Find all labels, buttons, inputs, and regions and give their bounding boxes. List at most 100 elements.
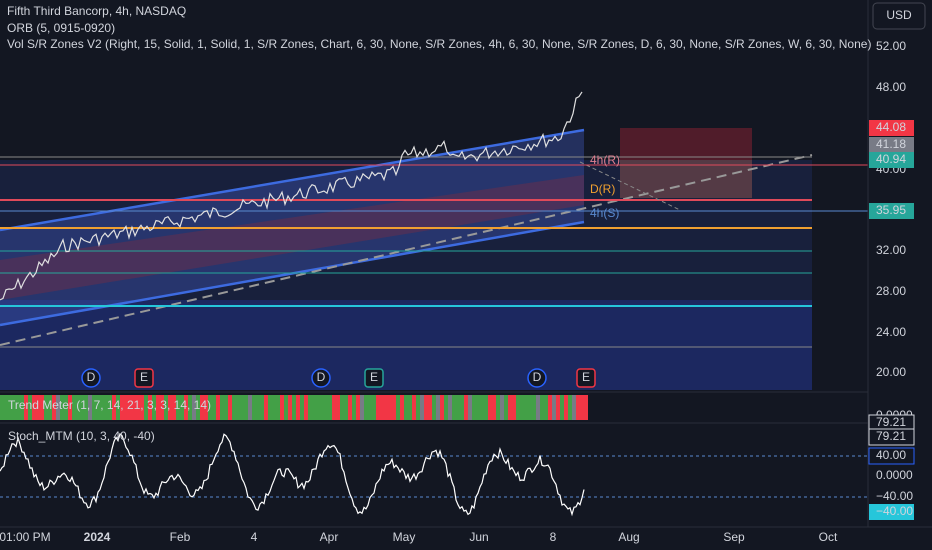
- zone-label: D(R): [590, 182, 615, 196]
- trend-meter-bar: [388, 395, 392, 420]
- trend-meter-bar: [128, 395, 132, 420]
- event-letter: E: [370, 370, 378, 384]
- price-line: [0, 91, 583, 301]
- trend-meter-bar: [348, 395, 352, 420]
- price-badge-text: 44.08: [876, 120, 906, 134]
- trend-meter-bar: [332, 395, 336, 420]
- trend-meter-bar: [88, 395, 92, 420]
- price-badge-text: 41.18: [876, 137, 906, 151]
- trend-meter-bar: [492, 395, 496, 420]
- trend-meter-bar: [280, 395, 284, 420]
- stoch-axis-label: −40.00: [876, 489, 913, 503]
- price-label: 48.00: [876, 80, 906, 94]
- trend-meter-bar: [412, 395, 416, 420]
- trend-meter-bar: [428, 395, 432, 420]
- price-badge: [869, 137, 914, 153]
- trend-meter-bar: [248, 395, 252, 420]
- trend-meter-bar: [400, 395, 404, 420]
- axis-badge: [868, 447, 915, 465]
- trend-meter-bar: [132, 395, 136, 420]
- trend-meter-bar: [380, 395, 384, 420]
- trend-meter-bar: [36, 395, 40, 420]
- time-label: Oct: [819, 530, 838, 544]
- time-label: Apr: [320, 530, 339, 544]
- stoch-axis-label: 79.21: [876, 429, 906, 443]
- price-badge: [869, 203, 914, 219]
- trend-meter-bar: [200, 395, 204, 420]
- trend-meter-bar: [336, 395, 340, 420]
- trend-meter-bar: [120, 395, 124, 420]
- trend-meter-bar: [296, 395, 300, 420]
- currency-button[interactable]: [872, 2, 926, 30]
- time-label: 8: [550, 530, 557, 544]
- time-label: 2024: [84, 530, 111, 544]
- trend-meter-bar: [448, 395, 452, 420]
- time-label: Sep: [723, 530, 745, 544]
- chart-area: [0, 0, 932, 528]
- trend-meter-bar: [40, 395, 44, 420]
- indicator: Vol S/R Zones V2 (Right, 15, Solid, 1, S…: [7, 37, 871, 51]
- trend-meter-bar: [548, 395, 552, 420]
- trend-meter-bar: [264, 395, 268, 420]
- trend-meter-bar: [360, 395, 364, 420]
- trend-meter-bar: [440, 395, 444, 420]
- trend-dashed: [0, 154, 813, 346]
- trend-meter-bar: [424, 395, 428, 420]
- trend-meter-bar: [536, 395, 540, 420]
- trend-meter-bar: [204, 395, 208, 420]
- event-letter: D: [87, 370, 96, 384]
- time-label: May: [393, 530, 416, 544]
- price-label: 24.00: [876, 325, 906, 339]
- trend-meter-bar: [488, 395, 492, 420]
- trend-meter-bar: [508, 395, 512, 420]
- pane-label: Trend Meter (1, 7, 14, 21, 3, 3, 14, 14): [8, 398, 211, 412]
- time-label: 4: [251, 530, 258, 544]
- stoch-axis-label: 40.00: [876, 448, 906, 462]
- trend-meter-bar: [148, 395, 152, 420]
- event-marker: [311, 368, 331, 388]
- event-letter: D: [317, 370, 326, 384]
- zone: [0, 300, 812, 390]
- price-badge: [869, 120, 914, 136]
- event-marker: [364, 368, 384, 388]
- trend-meter-bar: [356, 395, 360, 420]
- trend-meter-bar: [436, 395, 440, 420]
- stoch-line: [0, 432, 585, 517]
- price-label: 52.00: [876, 39, 906, 53]
- time-label: 01:00 PM: [0, 530, 51, 544]
- trend-meter-bar: [468, 395, 472, 420]
- event-marker: [81, 368, 101, 388]
- trend-meter: [24, 395, 588, 420]
- trend-meter-bar: [580, 395, 584, 420]
- zone-label: 4h(S): [590, 206, 619, 220]
- axis-badge: [868, 428, 915, 446]
- trend-meter-bar: [288, 395, 292, 420]
- trend-meter-bar: [464, 395, 468, 420]
- trend-meter-bar: [512, 395, 516, 420]
- event-letter: D: [533, 370, 542, 384]
- trend-meter-bar: [304, 395, 308, 420]
- trend-meter-bar: [172, 395, 176, 420]
- trend-meter-bar: [376, 395, 380, 420]
- currency[interactable]: USD: [886, 8, 912, 22]
- trend-meter-bar: [392, 395, 396, 420]
- time-label: Aug: [618, 530, 639, 544]
- event-marker: [576, 368, 596, 388]
- axis-badge: [869, 504, 914, 520]
- trend-meter-bar: [140, 395, 144, 420]
- stoch-axis-label: 79.21: [876, 415, 906, 429]
- price-badge-text: 35.95: [876, 203, 906, 217]
- trend-meter-bar: [24, 395, 28, 420]
- trend-meter-bar: [584, 395, 588, 420]
- trend-meter-bar: [384, 395, 388, 420]
- zone-label: 4h(R): [590, 153, 620, 167]
- price-badge: [869, 152, 914, 168]
- trend-meter-bar: [52, 395, 56, 420]
- trend-meter-bar: [556, 395, 560, 420]
- trend-meter-bar: [552, 395, 556, 420]
- trend-meter-bar: [124, 395, 128, 420]
- indicator: ORB (5, 0915-0920): [7, 21, 115, 35]
- event-letter: E: [140, 370, 148, 384]
- trend-meter-bar: [136, 395, 140, 420]
